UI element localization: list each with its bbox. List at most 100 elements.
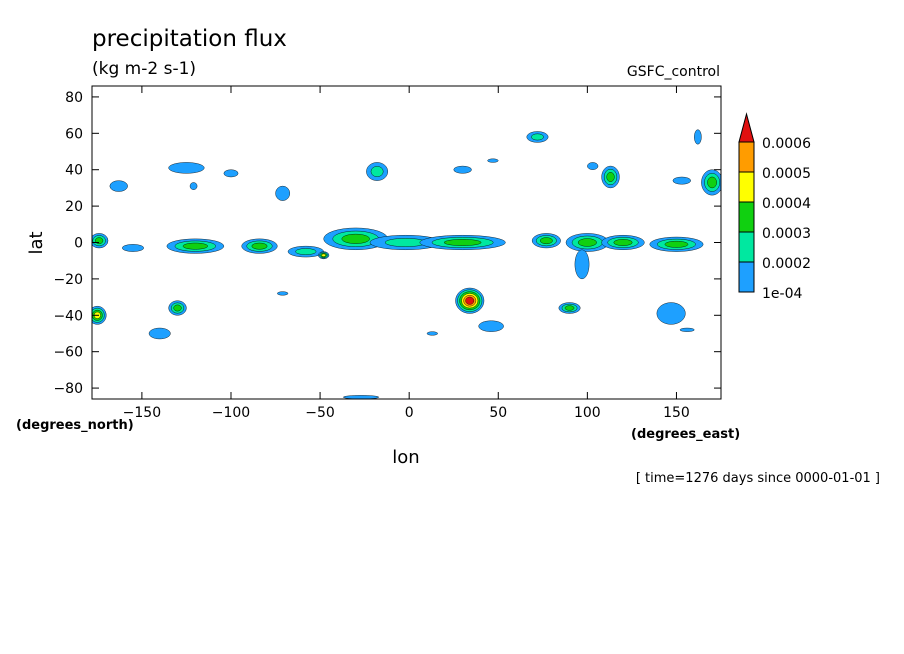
- precip-cell: [656, 302, 686, 325]
- contour-level-1: [487, 158, 499, 163]
- contour-level-1: [426, 331, 438, 336]
- y-tick-label: −60: [53, 345, 83, 361]
- chart-units: (kg m-2 s-1): [92, 59, 196, 79]
- precip-cell: [241, 238, 278, 254]
- precip-cell: [343, 395, 380, 399]
- x-tick-label: 0: [405, 405, 414, 421]
- contour-level-3: [613, 239, 633, 246]
- contour-level-3: [443, 239, 482, 246]
- x-tick-label: −50: [305, 405, 335, 421]
- precip-cell: [531, 233, 561, 249]
- precip-cell: [526, 131, 549, 143]
- contour-level-6: [465, 296, 475, 305]
- chart-title: precipitation flux: [92, 26, 287, 52]
- dataset-label: GSFC_control: [627, 64, 720, 80]
- colorbar-swatch: [738, 171, 755, 203]
- precip-cell: [277, 291, 289, 296]
- colorbar-legend: 1e-04 0.0002 0.0003 0.0004 0.0005 0.0006: [738, 112, 811, 302]
- precip-cell: [92, 233, 109, 249]
- precip-cell: [587, 162, 599, 170]
- colorbar-label: 0.0004: [762, 196, 811, 212]
- precip-cell: [318, 251, 330, 260]
- contour-level-1: [672, 176, 691, 185]
- colorbar-label: 0.0002: [762, 256, 811, 272]
- contour-level-2: [295, 248, 317, 255]
- y-tick-label: −40: [53, 308, 83, 324]
- colorbar-swatch: [738, 141, 755, 173]
- precip-cell: [487, 158, 499, 163]
- precip-cell: [122, 244, 144, 252]
- precip-cell: [672, 176, 691, 185]
- precip-cell: [419, 235, 506, 250]
- colorbar-label: 0.0006: [762, 136, 811, 152]
- contour-level-3: [606, 172, 615, 182]
- precip-cell: [565, 233, 609, 252]
- y-tick-label: −20: [53, 272, 83, 288]
- contour-level-1: [478, 320, 504, 332]
- y-tick-label: −80: [53, 381, 83, 397]
- contour-level-1: [277, 291, 289, 296]
- axis-ticks: −150 −100 −50 0 50 100 150 80 60 40 20 0 −20 −40 −60 −8…: [53, 86, 721, 421]
- precip-cell: [166, 238, 225, 254]
- precip-cell: [148, 327, 171, 340]
- contour-level-1: [275, 185, 290, 201]
- precip-cell: [694, 129, 702, 145]
- x-tick-label: −150: [123, 405, 161, 421]
- colorbar-swatch: [738, 231, 755, 263]
- precip-cell: [601, 165, 620, 189]
- contour-level-3: [577, 238, 597, 247]
- precip-cell: [455, 287, 485, 314]
- contour-level-1: [168, 162, 205, 174]
- contour-level-1: [148, 327, 171, 340]
- y-axis-units: (degrees_north): [16, 418, 134, 433]
- contour-level-2: [370, 166, 384, 177]
- precip-cell: [426, 331, 438, 336]
- y-tick-label: 60: [65, 126, 83, 142]
- precip-cell: [558, 302, 581, 314]
- x-tick-label: 100: [574, 405, 601, 421]
- x-axis-label: lon: [392, 447, 419, 468]
- y-tick-label: 40: [65, 163, 83, 179]
- x-tick-label: 150: [663, 405, 690, 421]
- contour-level-1: [189, 182, 198, 190]
- precip-cell: [649, 236, 704, 252]
- colorbar-swatch: [738, 261, 755, 293]
- x-tick-label: −100: [212, 405, 250, 421]
- contour-level-1: [453, 165, 472, 174]
- contour-level-1: [679, 327, 695, 332]
- precip-cell: [168, 162, 205, 174]
- precip-cell: [168, 300, 187, 316]
- contour-level-1: [656, 302, 686, 325]
- contour-level-3: [182, 242, 208, 250]
- contour-level-3: [707, 176, 717, 189]
- precip-cell: [701, 169, 721, 196]
- colorbar-label: 0.0005: [762, 166, 811, 182]
- contour-level-1: [694, 129, 702, 145]
- precip-cell: [275, 185, 290, 201]
- precip-cell: [478, 320, 504, 332]
- contour-level-3: [664, 240, 689, 248]
- y-tick-label: 0: [74, 236, 83, 252]
- contour-level-3: [173, 304, 182, 312]
- contour-level-4: [321, 253, 326, 257]
- contour-level-1: [122, 244, 144, 252]
- contour-level-2: [531, 133, 544, 141]
- contour-fields: [92, 129, 721, 399]
- precip-cell: [366, 162, 388, 181]
- contour-level-1: [109, 180, 128, 192]
- y-tick-label: 20: [65, 199, 83, 215]
- contour-level-1: [587, 162, 599, 170]
- precip-cell: [679, 327, 695, 332]
- colorbar-label: 1e-04: [762, 286, 802, 302]
- precip-cell: [189, 182, 198, 190]
- precip-cell: [223, 169, 239, 178]
- precip-cell: [601, 235, 645, 250]
- time-stamp: [ time=1276 days since 0000-01-01 ]: [636, 471, 880, 486]
- precip-cell: [109, 180, 128, 192]
- contour-level-3: [564, 305, 575, 311]
- contour-level-1: [574, 249, 590, 280]
- contour-level-3: [341, 233, 370, 244]
- x-axis-units: (degrees_east): [631, 427, 740, 442]
- y-axis-label: lat: [26, 231, 47, 254]
